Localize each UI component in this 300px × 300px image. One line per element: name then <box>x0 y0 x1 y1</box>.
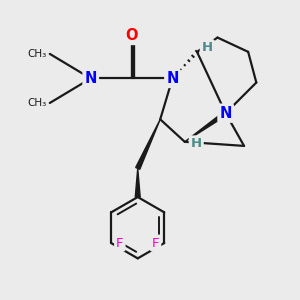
Text: N: N <box>85 71 97 86</box>
Text: H: H <box>202 41 213 54</box>
Text: H: H <box>190 137 202 150</box>
Text: N: N <box>220 106 232 121</box>
Polygon shape <box>136 119 160 169</box>
Polygon shape <box>135 168 140 197</box>
Text: F: F <box>116 236 124 250</box>
Text: N: N <box>166 71 179 86</box>
Text: CH₃: CH₃ <box>27 49 46 59</box>
Polygon shape <box>185 111 227 142</box>
Text: CH₃: CH₃ <box>27 98 46 108</box>
Text: O: O <box>125 28 138 43</box>
Text: F: F <box>152 236 159 250</box>
